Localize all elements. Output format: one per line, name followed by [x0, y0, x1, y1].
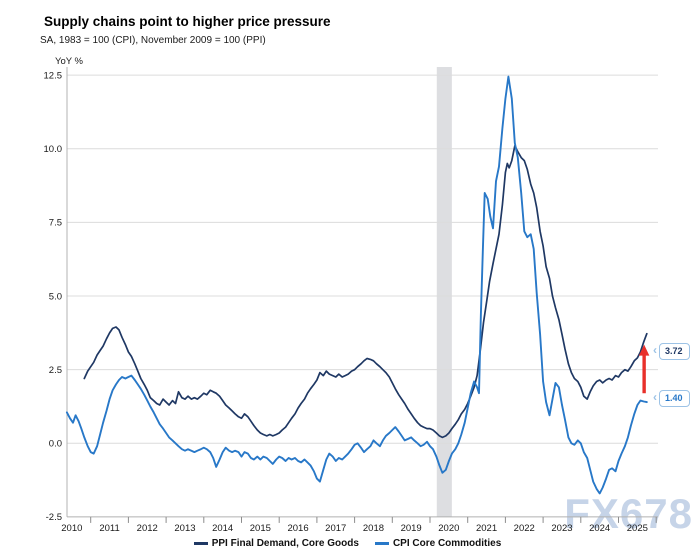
x-tick-label: 2016: [287, 523, 308, 534]
y-axis-unit-label: YoY %: [55, 56, 83, 67]
legend-label-ppi: PPI Final Demand, Core Goods: [211, 538, 359, 549]
x-tick-label: 2015: [250, 523, 271, 534]
x-tick-label: 2022: [514, 523, 535, 534]
ppi-end-value-callout: ‹ 3.72: [653, 343, 690, 360]
callout-pointer-icon: ‹: [653, 390, 657, 404]
cpi-end-value: 1.40: [665, 393, 683, 403]
y-tick-label: 7.5: [49, 218, 62, 229]
x-tick-label: 2014: [212, 523, 233, 534]
ppi-series-line: [83, 145, 648, 439]
chart-legend: PPI Final Demand, Core Goods CPI Core Co…: [0, 538, 695, 549]
watermark-text: FX678: [564, 490, 693, 537]
ppi-line-swatch-icon: [193, 542, 208, 545]
x-tick-label: 2025: [627, 523, 648, 534]
y-tick-label: 10.0: [44, 144, 63, 155]
callout-pointer-icon: ‹: [653, 343, 657, 357]
recession-band: [436, 67, 452, 517]
x-tick-label: 2021: [476, 523, 497, 534]
cpi-line-swatch-icon: [374, 542, 389, 545]
y-tick-label: 0.0: [49, 439, 62, 450]
up-arrow-head-icon: [638, 344, 650, 356]
x-tick-label: 2011: [99, 523, 119, 534]
legend-label-cpi: CPI Core Commodities: [392, 538, 502, 549]
x-tick-label: 2023: [551, 523, 572, 534]
x-tick-label: 2019: [401, 523, 422, 534]
chart-title: Supply chains point to higher price pres…: [44, 14, 331, 29]
ppi-end-value: 3.72: [665, 346, 683, 356]
x-tick-label: 2018: [363, 523, 384, 534]
cpi-series-line: [65, 75, 648, 495]
x-tick-label: 2017: [325, 523, 346, 534]
y-tick-label: 5.0: [49, 291, 62, 302]
x-tick-label: 2020: [438, 523, 459, 534]
legend-item-ppi: PPI Final Demand, Core Goods: [193, 538, 359, 549]
x-tick-label: 2012: [137, 523, 158, 534]
y-tick-label: 2.5: [49, 365, 62, 376]
legend-item-cpi: CPI Core Commodities: [374, 538, 502, 549]
chart-subtitle: SA, 1983 = 100 (CPI), November 2009 = 10…: [40, 35, 266, 46]
cpi-end-value-callout: ‹ 1.40: [653, 390, 690, 407]
y-tick-label: -2.5: [46, 512, 62, 523]
y-tick-label: 12.5: [44, 70, 63, 81]
x-tick-label: 2013: [174, 523, 195, 534]
x-tick-label: 2024: [589, 523, 610, 534]
x-tick-label: 2010: [61, 523, 82, 534]
